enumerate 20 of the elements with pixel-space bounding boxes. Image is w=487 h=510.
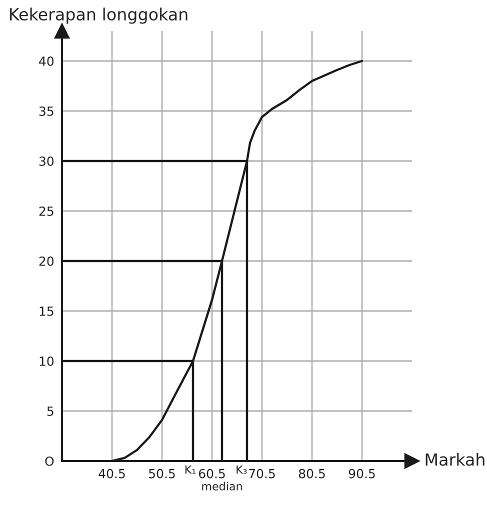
y-tick-label: 40 bbox=[39, 56, 54, 66]
x-tick-label: 40.5 bbox=[98, 468, 125, 478]
annotation: K₁ bbox=[185, 466, 196, 474]
y-tick-label: 5 bbox=[47, 406, 54, 416]
x-tick-label: 90.5 bbox=[348, 468, 375, 478]
y-tick-label: 30 bbox=[39, 156, 54, 166]
x-tick-label: 80.5 bbox=[298, 468, 325, 478]
y-tick-label: O bbox=[45, 456, 54, 466]
annotation: K₃ bbox=[236, 466, 247, 474]
y-tick-label: 10 bbox=[40, 356, 54, 366]
annotation: median bbox=[202, 482, 242, 490]
y-tick-label: 25 bbox=[39, 206, 54, 216]
y-axis-title: Kekerapan longgokan bbox=[10, 8, 188, 24]
y-tick-label: 15 bbox=[40, 306, 54, 316]
x-tick-label: 70.5 bbox=[249, 468, 275, 478]
y-tick-label: 35 bbox=[39, 106, 54, 116]
y-tick-label: 20 bbox=[39, 256, 54, 266]
x-axis-title: Markah bbox=[426, 452, 484, 466]
x-tick-label: 60.5 bbox=[198, 468, 225, 478]
x-tick-label: 50.5 bbox=[149, 468, 175, 478]
